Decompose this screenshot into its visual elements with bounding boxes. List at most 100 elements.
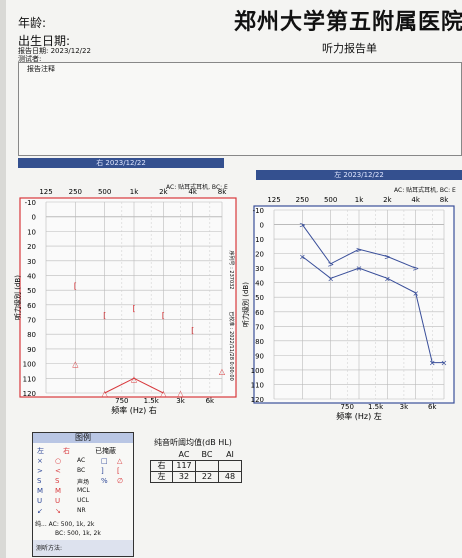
data-point: ×	[441, 359, 448, 368]
pta-cell	[195, 460, 219, 472]
y-tick-label: 40	[255, 280, 264, 288]
y-tick-label: 80	[255, 338, 264, 346]
legend-symbol: >	[37, 467, 43, 475]
legend-symbol: U	[55, 497, 61, 505]
legend-symbol: %	[101, 477, 108, 485]
pta-ear: 右	[150, 460, 173, 472]
legend-symbol: S	[55, 477, 60, 485]
y-tick-label: 100	[23, 361, 36, 369]
x-tick-label: 8k	[440, 196, 449, 204]
y-tick-label: 100	[251, 367, 264, 375]
y-tick-label: 70	[27, 317, 36, 325]
legend-symbol: S	[37, 477, 42, 485]
x-tick-label: 125	[39, 188, 52, 196]
data-point: [	[132, 304, 135, 313]
y-axis-label: 听力级別 (dB)	[13, 275, 22, 320]
y-tick-label: -10	[25, 199, 36, 207]
notes-label: 报告注释	[27, 65, 55, 73]
pta-cell: 48	[218, 471, 242, 483]
data-point: [	[191, 326, 194, 335]
data-point: △	[177, 389, 184, 398]
legend-symbol: M	[37, 487, 44, 495]
y-tick-label: 60	[27, 302, 36, 310]
pta-header: BC	[201, 450, 213, 459]
legend-label: UCL	[77, 497, 89, 504]
legend-box: 图例 左 右 已掩蔽 × ○ AC □ △ > < BC] [S S 声场% ∅ M M MCL U U UCL ↙…	[32, 432, 134, 557]
data-point: △	[219, 367, 226, 376]
data-point: [	[74, 282, 77, 291]
x-tick-label: 6k	[428, 403, 437, 411]
x-axis-label: 频率 (Hz) 右	[111, 405, 157, 415]
legend-label: MCL	[77, 487, 90, 494]
data-point: ×	[356, 264, 363, 273]
y-tick-label: 90	[255, 352, 264, 360]
legend-symbol: M	[55, 487, 62, 495]
legend-symbol: ×	[37, 457, 43, 465]
x-tick-label: 500	[98, 188, 111, 196]
x-tick-label: 1k	[130, 188, 139, 196]
legend-symbol: ↘	[55, 507, 61, 515]
legend-label: NR	[77, 507, 86, 514]
legend-left-header: 左	[37, 447, 44, 455]
legend-symbol: ↙	[37, 507, 43, 515]
x-tick-label: 250	[296, 196, 309, 204]
x-tick-label: 1.5k	[144, 397, 160, 405]
x-tick-label: 3k	[176, 397, 185, 405]
legend-masked-header: 已掩蔽	[95, 447, 116, 455]
pta-cell: 22	[195, 471, 219, 483]
y-tick-label: 20	[255, 251, 264, 259]
data-point: ×	[412, 289, 419, 298]
x-tick-label: 4k	[188, 188, 197, 196]
right-audiogram: -10 0 10 20 30 40 50 60 70 80 90 100 110 120 125 250 500…	[13, 188, 237, 415]
data-point: △	[160, 389, 167, 398]
pta-row-left: 左 32 22 48	[150, 471, 242, 483]
legend-symbol: △	[117, 457, 123, 465]
legend-label: BC	[77, 467, 86, 474]
data-point: ×	[327, 274, 334, 283]
pta-cell: 117	[172, 460, 196, 472]
legend-symbol: <	[55, 467, 61, 475]
x-tick-label: 500	[324, 196, 337, 204]
y-tick-label: 10	[27, 228, 36, 236]
series-line	[104, 377, 164, 394]
report-sheet: 郑州大学第五附属医院 听力报告单 年龄: 出生日期: 报告日期: 2023/12…	[6, 0, 462, 558]
legend-symbol: ∅	[117, 477, 124, 485]
notes-box: 报告注释	[18, 62, 462, 156]
x-tick-label: 6k	[206, 397, 215, 405]
y-tick-label: 30	[255, 265, 264, 273]
pta-cell	[218, 460, 242, 472]
data-point: ×	[384, 274, 391, 283]
data-point: >	[356, 245, 363, 254]
legend-right-header: 右	[63, 447, 70, 455]
y-tick-label: 10	[255, 236, 264, 244]
data-point: >	[327, 260, 334, 269]
y-tick-label: 50	[27, 287, 36, 295]
legend-pure-bc: BC: 500, 1k, 2k	[55, 530, 101, 537]
pta-header-row: AC BC AI	[151, 450, 242, 461]
serial-number: 序列号 : 237032	[228, 251, 235, 290]
pta-title: 纯音听阈均值(dB HL)	[154, 438, 232, 447]
dob-label: 出生日期:	[18, 34, 71, 48]
pta-table: AC BC AI 右 117 左 32 22 48	[150, 450, 242, 483]
right-transducer: AC: 贴耳式耳机, BC: E	[166, 184, 228, 191]
y-tick-label: 70	[255, 323, 264, 331]
pta-cell: 32	[172, 471, 196, 483]
y-tick-label: 20	[27, 243, 36, 251]
x-tick-label: 750	[115, 397, 128, 405]
method-row: 测听方法:	[33, 540, 133, 556]
x-tick-label: 4k	[411, 196, 420, 204]
y-tick-label: 0	[260, 222, 264, 230]
data-point: >	[412, 264, 419, 273]
left-audiogram: -10 0 10 20 30 40 50 60 70 80 90 100 110 120 125 250 500…	[241, 196, 455, 421]
data-point: [	[103, 311, 106, 320]
y-tick-label: 30	[27, 258, 36, 266]
y-tick-label: 120	[251, 396, 264, 404]
y-tick-label: 60	[255, 309, 264, 317]
data-point: △	[72, 360, 79, 369]
data-point: [	[162, 311, 165, 320]
hospital-name: 郑州大学第五附属医院	[234, 10, 462, 35]
legend-symbol: [	[117, 467, 120, 475]
x-tick-label: 125	[267, 196, 280, 204]
y-tick-label: 50	[255, 294, 264, 302]
legend-symbol: □	[101, 457, 108, 465]
